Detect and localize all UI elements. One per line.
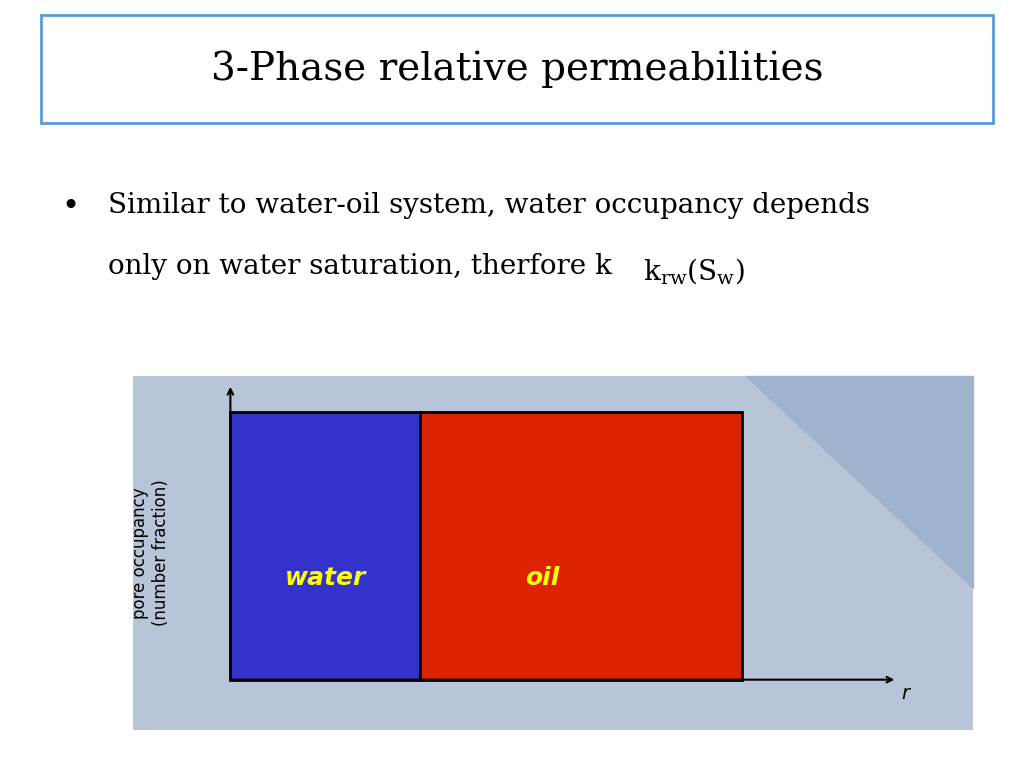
Text: Similar to water-oil system, water occupancy depends: Similar to water-oil system, water occup… — [108, 192, 869, 219]
Bar — [230, 412, 420, 680]
Text: pore occupancy
(number fraction): pore occupancy (number fraction) — [131, 479, 170, 627]
Bar — [41, 15, 993, 123]
Bar — [133, 376, 973, 730]
Text: 3-Phase relative permeabilities: 3-Phase relative permeabilities — [211, 51, 823, 88]
Polygon shape — [746, 376, 973, 588]
Text: r: r — [901, 684, 909, 703]
Bar — [420, 412, 741, 680]
Text: water: water — [285, 566, 366, 590]
Text: $\mathregular{k_{rw}(S_w)}$: $\mathregular{k_{rw}(S_w)}$ — [643, 256, 744, 286]
Text: only on water saturation, therfore k: only on water saturation, therfore k — [108, 253, 611, 280]
Text: oil: oil — [525, 566, 559, 590]
Text: •: • — [61, 192, 80, 223]
